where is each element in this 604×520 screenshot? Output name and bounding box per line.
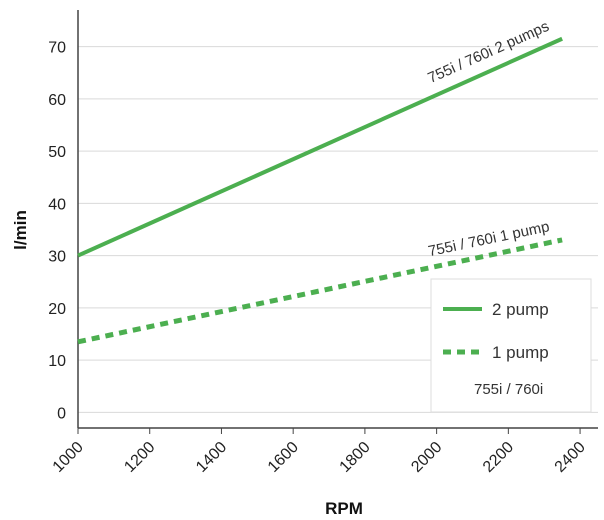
y-tick-label-1: 10 (48, 353, 66, 370)
legend-caption: 755i / 760i (474, 381, 543, 398)
x-tick-label-4: 1800 (337, 439, 374, 476)
x-axis-ticks: 1000 1200 1400 1600 1800 2000 2200 2400 (50, 428, 589, 476)
x-tick-label-3: 1600 (265, 439, 302, 476)
x-tick-label-7: 2400 (552, 439, 589, 476)
y-tick-label-0: 0 (57, 405, 66, 422)
legend: 2 pump 1 pump 755i / 760i (430, 278, 592, 413)
y-tick-label-6: 60 (48, 92, 66, 109)
series-line-1 (77, 237, 563, 345)
x-tick-label-0: 1000 (50, 439, 87, 476)
y-tick-label-5: 50 (48, 144, 66, 161)
x-tick-label-1: 1200 (121, 439, 158, 476)
legend-box (430, 278, 592, 413)
x-tick-label-6: 2200 (480, 439, 517, 476)
x-tick-label-5: 2000 (408, 439, 445, 476)
y-axis-ticks: 0 10 20 30 40 50 60 70 (48, 40, 66, 423)
y-tick-label-2: 20 (48, 301, 66, 318)
y-axis-label: l/min (11, 210, 30, 250)
x-tick-label-2: 1400 (193, 439, 230, 476)
grid-lines (78, 46, 598, 413)
series-line-0 (77, 36, 563, 258)
axes (77, 10, 598, 429)
legend-label-2-pump: 2 pump (492, 300, 549, 319)
series-lines (77, 36, 563, 345)
y-tick-label-4: 40 (48, 196, 66, 213)
legend-label-1-pump: 1 pump (492, 343, 549, 362)
y-tick-label-7: 70 (48, 40, 66, 57)
y-tick-label-3: 30 (48, 249, 66, 266)
x-axis-label: RPM (325, 499, 363, 518)
